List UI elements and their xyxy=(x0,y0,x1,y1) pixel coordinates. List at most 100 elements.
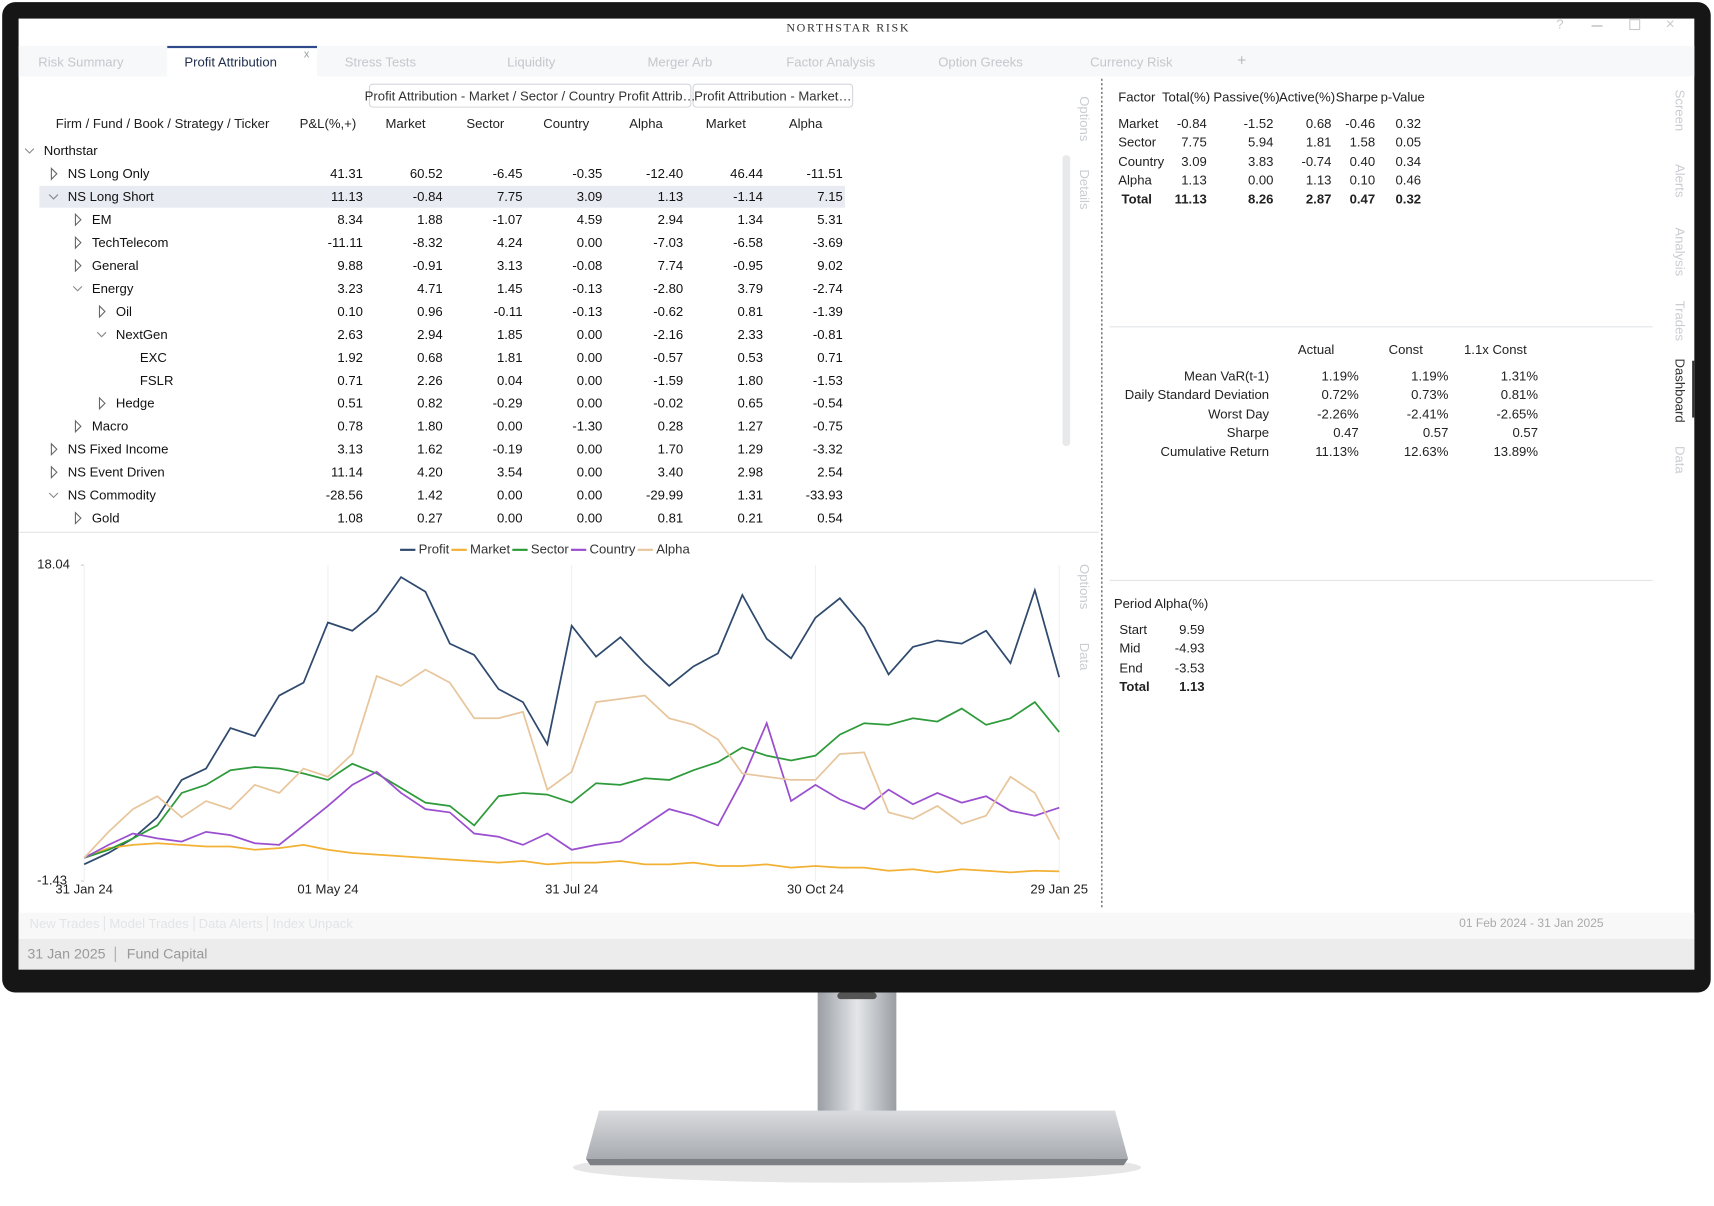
side-panel-tab[interactable]: Alerts xyxy=(1672,163,1688,198)
cell-value: 0.57 xyxy=(1422,425,1449,441)
active-tab-bar xyxy=(167,45,318,49)
row-label[interactable]: TechTelecom xyxy=(91,235,169,251)
cell-value: 3.09 xyxy=(1181,153,1207,169)
side-panel-tab[interactable]: Options xyxy=(1076,96,1093,142)
cell-value: 0.68 xyxy=(417,349,443,366)
tab-close-icon[interactable]: x xyxy=(304,49,310,61)
row-label[interactable]: NS Commodity xyxy=(67,487,156,503)
row-label[interactable]: NextGen xyxy=(115,326,168,343)
row-label: Mid xyxy=(1119,640,1141,657)
row-label[interactable]: Gold xyxy=(91,510,120,526)
row-label[interactable]: EM xyxy=(91,212,112,228)
collapse-arrow xyxy=(72,286,83,292)
row-label: Alpha xyxy=(1118,172,1152,188)
cell-value: 0.51 xyxy=(337,395,363,412)
row-label[interactable]: Macro xyxy=(91,418,129,434)
column-header: Passive(%) xyxy=(1213,89,1280,105)
row-label[interactable]: Oil xyxy=(115,303,132,320)
row-label[interactable]: NS Fixed Income xyxy=(67,441,169,457)
cell-value: 0.00 xyxy=(576,395,603,412)
expand-arrow xyxy=(98,304,106,319)
side-panel-tab[interactable]: Options xyxy=(1076,564,1093,610)
side-panel-tab[interactable]: Analysis xyxy=(1672,227,1688,277)
cell-value: -1.39 xyxy=(812,303,843,320)
close-button[interactable]: × xyxy=(1666,16,1675,33)
cell-value: 2.94 xyxy=(657,212,684,228)
cell-value: 0.82 xyxy=(417,395,443,412)
cell-value: -0.08 xyxy=(572,257,603,274)
cell-value: -0.75 xyxy=(812,418,843,434)
cell-value: 3.54 xyxy=(496,464,523,480)
footer-link[interactable]: Model Trades xyxy=(103,916,193,932)
side-panel-tab[interactable]: Data xyxy=(1672,445,1688,474)
tab[interactable]: Currency Risk xyxy=(1090,54,1173,70)
maximize-button[interactable] xyxy=(1629,19,1641,31)
side-panel-tab[interactable]: Screen xyxy=(1672,89,1688,132)
cell-value: 11.13 xyxy=(331,189,363,205)
cell-value: 0.81% xyxy=(1500,387,1539,403)
footer-link[interactable]: New Trades xyxy=(29,916,100,932)
legend-label: Alpha xyxy=(656,541,690,556)
column-header: Firm / Fund / Book / Strategy / Ticker xyxy=(55,115,270,132)
side-panel-tab[interactable]: Dashboard xyxy=(1672,358,1688,423)
help-button[interactable]: ? xyxy=(1556,17,1563,32)
minimize-button[interactable] xyxy=(1591,25,1603,27)
series-line xyxy=(83,668,1060,859)
side-panel-tab[interactable]: Details xyxy=(1076,169,1093,210)
cell-value: 8.34 xyxy=(337,212,363,228)
expand-arrow xyxy=(74,212,82,227)
scrollbar[interactable] xyxy=(1062,155,1071,446)
row-label[interactable]: Energy xyxy=(91,280,134,297)
side-panel-tab[interactable]: Data xyxy=(1076,642,1093,671)
cell-value: 0.71 xyxy=(337,372,363,389)
cell-value: -0.13 xyxy=(572,303,603,320)
side-panel-tab[interactable]: Trades xyxy=(1672,300,1688,341)
row-label[interactable]: NS Event Driven xyxy=(67,464,165,480)
row-label: Sharpe xyxy=(1226,425,1270,441)
cell-value: 9.02 xyxy=(817,257,843,274)
cell-value: -3.32 xyxy=(812,441,843,457)
row-label[interactable]: NS Long Only xyxy=(67,166,150,182)
tab[interactable]: Option Greeks xyxy=(938,54,1023,70)
row-label[interactable]: NS Long Short xyxy=(67,189,154,205)
sub-tab[interactable]: Profit Attribution - Market… xyxy=(694,88,852,104)
cell-value: 0.00 xyxy=(496,418,523,434)
row-label[interactable]: Hedge xyxy=(115,395,155,412)
series-line xyxy=(83,842,1060,874)
cell-value: 7.74 xyxy=(657,257,684,274)
cell-value: 3.40 xyxy=(657,464,684,480)
total-value: Total xyxy=(1121,191,1152,207)
column-header: Sector xyxy=(466,115,505,132)
cell-value: 1.62 xyxy=(417,441,443,457)
cell-value: 0.00 xyxy=(576,441,603,457)
footer-links: New Trades Model Trades Data Alerts Index U… xyxy=(29,916,358,932)
column-header: P&L(%,+) xyxy=(299,115,357,132)
tab[interactable]: Merger Arb xyxy=(647,54,713,70)
footer-bar xyxy=(18,912,1695,939)
cell-value: -1.53 xyxy=(812,372,843,389)
expand-arrow xyxy=(74,235,82,250)
cell-value: 11.13% xyxy=(1315,444,1359,460)
tab[interactable]: Liquidity xyxy=(507,54,556,70)
cell-value: 1.13 xyxy=(1305,172,1332,188)
row-label[interactable]: Northstar xyxy=(43,143,98,159)
row-label[interactable]: General xyxy=(91,257,139,274)
tab[interactable]: Stress Tests xyxy=(344,54,417,70)
collapse-arrow xyxy=(24,148,35,154)
footer-link[interactable]: Index Unpack xyxy=(267,916,357,932)
row-label: FSLR xyxy=(139,372,174,389)
total-value: 1.13 xyxy=(1179,678,1205,695)
column-header: p-Value xyxy=(1380,89,1425,105)
cell-value: 4.24 xyxy=(496,235,523,251)
sub-tab[interactable]: Profit Attribution - Market / Sector / C… xyxy=(364,88,696,104)
tab[interactable]: Factor Analysis xyxy=(786,54,876,70)
footer-link[interactable]: Data Alerts xyxy=(193,916,267,932)
tab[interactable]: Risk Summary xyxy=(38,54,124,70)
tab[interactable]: Profit Attribution xyxy=(184,54,277,70)
cell-value: -33.93 xyxy=(805,487,843,503)
row-label: End xyxy=(1119,659,1143,676)
cell-value: 4.59 xyxy=(576,212,603,228)
add-tab-icon[interactable]: + xyxy=(1237,52,1246,69)
legend-label: Country xyxy=(590,541,636,556)
stand-slot xyxy=(837,992,877,1000)
